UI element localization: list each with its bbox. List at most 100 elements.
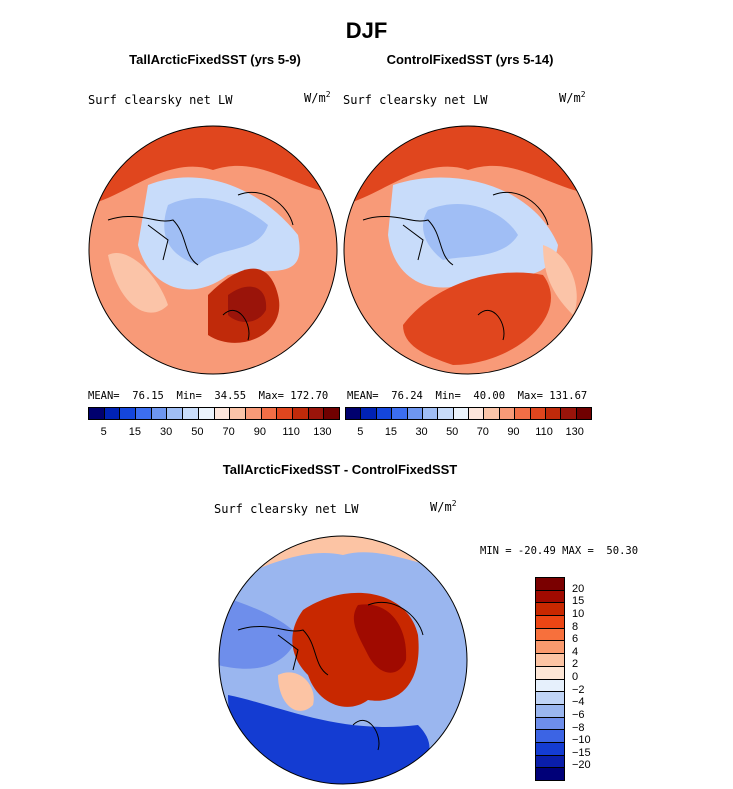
cbar1-swatch-3 (136, 408, 152, 419)
cbar1-ticks-label-0: 5 (100, 426, 107, 438)
cbar2-ticks-label-0: 5 (357, 426, 364, 438)
panel1-region-north (89, 126, 337, 205)
panel3-colorbar-swatch-1 (536, 590, 564, 604)
cbar1-swatch-8 (214, 408, 231, 419)
panel3-colorbar-swatch-10 (536, 704, 564, 718)
panel3-colorbar-swatch-5 (536, 641, 564, 655)
panel1-colorbar-ticks: 5 15 30 50 70 90 110 130 (88, 426, 338, 440)
cbar2-swatch-6 (438, 408, 454, 419)
cbar2-swatch-5 (422, 408, 439, 419)
panel3-colorbar-swatch-8 (536, 679, 564, 693)
cbar2-swatch-3 (392, 408, 408, 419)
cbar2-swatch-1 (361, 408, 377, 419)
panel2-coastline (362, 191, 549, 341)
cbar1-ticks-label-4: 70 (222, 426, 235, 438)
panel3-colorbar-label-7: 0 (572, 671, 579, 683)
cbar1-swatch-6 (183, 408, 199, 419)
cbar2-ticks-label-2: 30 (415, 426, 428, 438)
cbar1-swatch-9 (230, 408, 246, 419)
panel3-colorbar-label-8: −2 (572, 683, 585, 696)
panel3-colorbar-swatch-14 (536, 755, 564, 769)
cbar1-swatch-1 (104, 408, 121, 419)
panel3-region-west (219, 595, 298, 669)
cbar1-ticks-label-3: 50 (191, 426, 204, 438)
cbar1-ticks-label-2: 30 (160, 426, 173, 438)
cbar2-ticks-label-4: 70 (476, 426, 489, 438)
cbar2-swatch-8 (469, 408, 485, 419)
panel2-region-light (423, 204, 518, 260)
panel3-colorbar-swatch-0 (536, 578, 564, 591)
cbar1-swatch-2 (120, 408, 137, 419)
panel3-title: TallArcticFixedSST - ControlFixedSST (222, 462, 458, 477)
cbar1-swatch-12 (277, 408, 293, 419)
cbar2-ticks-label-5: 90 (507, 426, 520, 438)
panel2-title: ControlFixedSST (yrs 5-14) (386, 52, 554, 67)
cbar2-swatch-10 (499, 408, 516, 419)
cbar1-ticks-label-5: 90 (253, 426, 266, 438)
panel1-colorbar (88, 407, 340, 420)
cbar2-swatch-15 (576, 408, 591, 419)
panel2-map (343, 125, 593, 375)
cbar2-ticks-label-1: 15 (384, 426, 398, 438)
panel3-stats: MIN = -20.49 MAX = 50.30 (480, 545, 639, 557)
panel1-units: W/m2 (304, 90, 331, 105)
cbar1-swatch-11 (261, 408, 278, 419)
panel3-colorbar-swatch-7 (536, 666, 564, 680)
panel3-colorbar-swatch-2 (536, 603, 564, 617)
panel3-map-border (218, 535, 468, 785)
panel3-colorbar-label-5: 4 (572, 645, 579, 658)
panel3-colorbar-label-4: 6 (572, 633, 579, 646)
panel3-colorbar (535, 577, 565, 781)
panel2-variable-label: Surf clearsky net LW (343, 93, 488, 107)
figure-title: DJF (345, 18, 388, 43)
cbar2-swatch-14 (561, 408, 577, 419)
panel3-colorbar-label-2: 10 (572, 607, 585, 620)
cbar1-swatch-13 (292, 408, 309, 419)
panel3-colorbar-swatch-11 (536, 717, 564, 731)
cbar1-swatch-5 (167, 408, 184, 419)
cbar1-swatch-7 (198, 408, 215, 419)
panel2-units: W/m2 (559, 90, 586, 105)
panel3-colorbar-label-11: −8 (572, 721, 585, 734)
cbar2-swatch-2 (376, 408, 393, 419)
panel1-region-pale (108, 253, 168, 313)
panel3-map (218, 535, 468, 785)
panel3-colorbar-label-0: 20 (572, 582, 585, 595)
cbar2-ticks-label-3: 50 (446, 426, 459, 438)
cbar1-swatch-4 (151, 408, 168, 419)
panel3-region-pale (278, 672, 314, 711)
panel3-colorbar-swatch-12 (536, 730, 564, 743)
panel2-region-pale (543, 245, 577, 315)
panel3-colorbar-label-12: −10 (572, 734, 591, 747)
cbar1-swatch-0 (89, 408, 105, 419)
panel1-stats: MEAN= 76.15 Min= 34.55 Max= 172.70 (88, 390, 329, 402)
panel3-colorbar-label-13: −15 (572, 746, 591, 759)
panel3-coastline (237, 601, 424, 751)
panel3-colorbar-label-6: 2 (572, 658, 579, 671)
cbar2-swatch-11 (515, 408, 531, 419)
panel2-region-warm (403, 272, 551, 365)
cbar1-swatch-15 (324, 408, 339, 419)
panel2-colorbar-ticks: 5 15 30 50 70 90 110 130 (345, 426, 590, 440)
panel3-colorbar-swatch-6 (536, 654, 564, 667)
panel3-colorbar-label-3: 8 (572, 620, 579, 633)
cbar2-swatch-0 (346, 408, 362, 419)
panel3-units: W/m2 (430, 499, 457, 514)
cbar2-swatch-9 (484, 408, 500, 419)
panel2-colorbar (345, 407, 592, 420)
cbar2-ticks-label-6: 110 (535, 426, 553, 438)
panel1-region-hot (228, 286, 267, 322)
panel1-title: TallArcticFixedSST (yrs 5-9) (129, 52, 301, 67)
panel3-colorbar-swatch-9 (536, 692, 564, 705)
panel3-region-hot (353, 604, 407, 673)
cbar2-swatch-7 (453, 408, 469, 419)
cbar1-ticks-label-6: 110 (282, 426, 300, 438)
panel3-region-south (228, 695, 430, 784)
panel3-colorbar-swatch-15 (536, 768, 564, 780)
panel3-colorbar-label-9: −4 (572, 696, 585, 709)
panel3-colorbar-swatch-13 (536, 742, 564, 756)
cbar1-ticks-label-1: 15 (128, 426, 141, 438)
panel2-stats: MEAN= 76.24 Min= 40.00 Max= 131.67 (347, 390, 588, 402)
panel3-colorbar-label-1: 15 (572, 595, 585, 608)
cbar2-ticks-label-7: 130 (565, 426, 584, 438)
